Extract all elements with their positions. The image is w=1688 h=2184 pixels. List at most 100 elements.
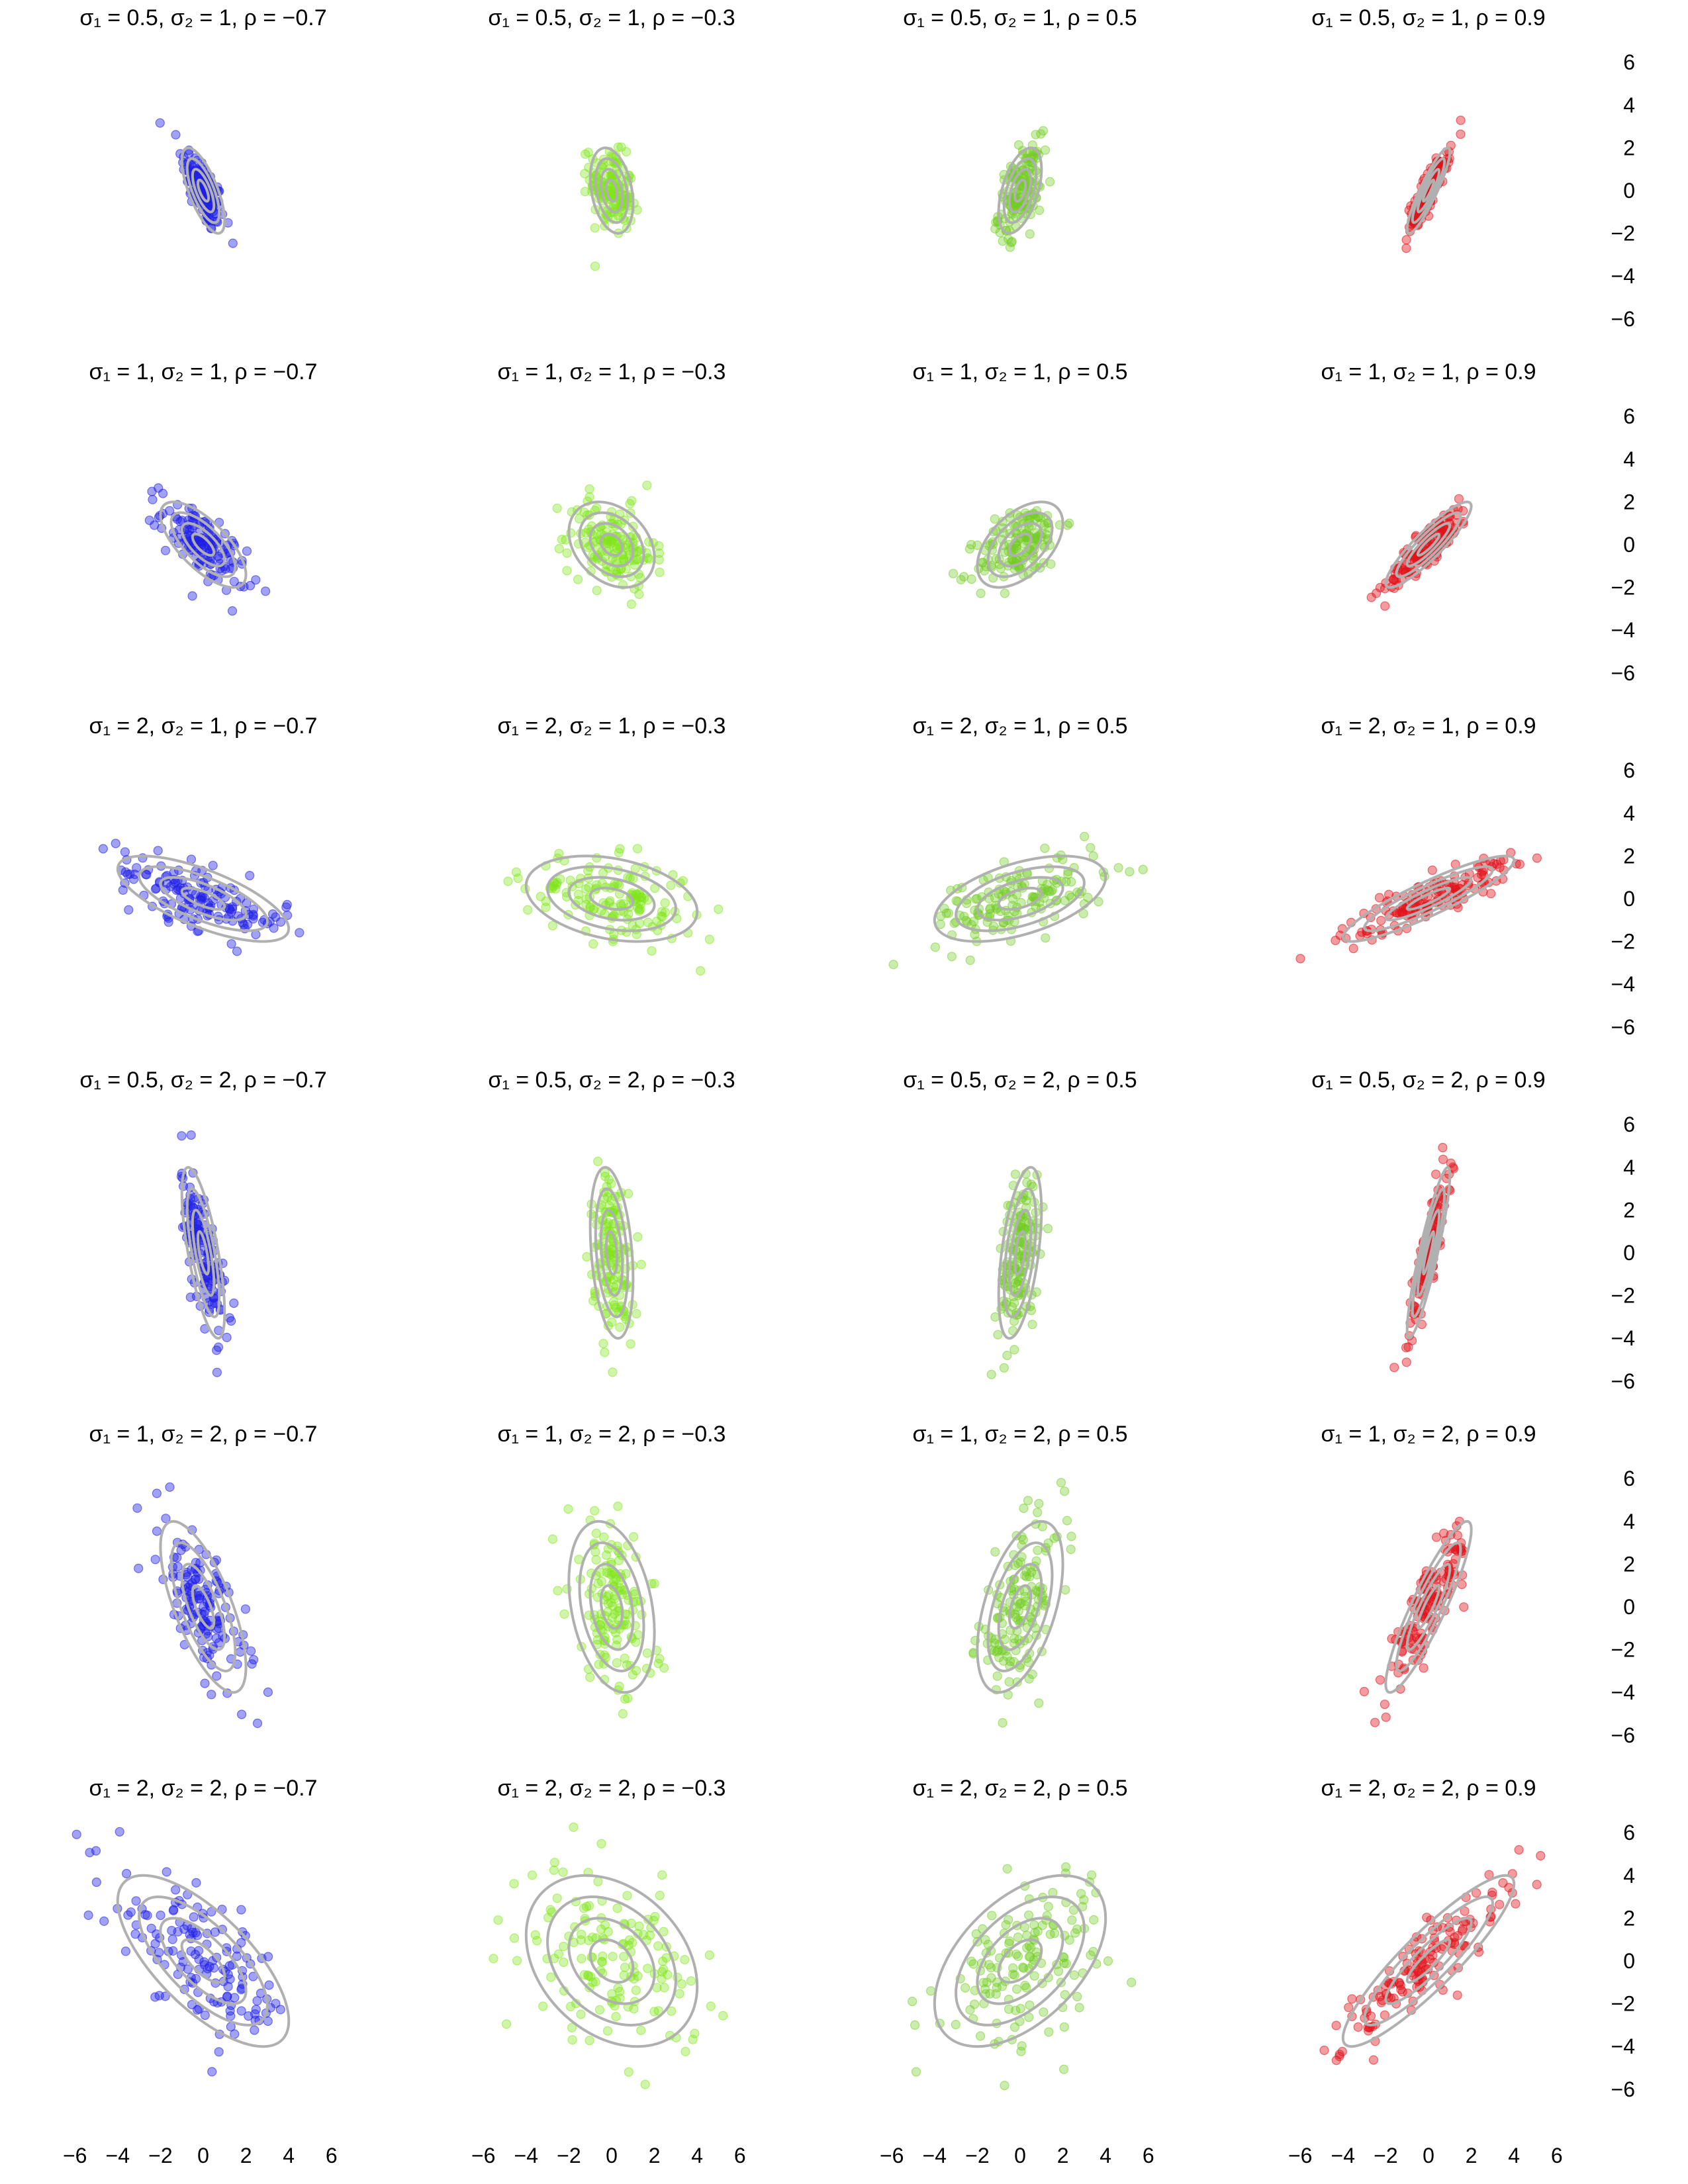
- data-point: [1074, 2003, 1084, 2013]
- data-point: [200, 1678, 210, 1688]
- data-point: [187, 591, 197, 601]
- data-point: [1353, 2022, 1363, 2032]
- data-point: [1011, 1984, 1022, 1994]
- data-point: [98, 844, 108, 854]
- data-point: [226, 939, 236, 949]
- data-point: [1008, 1963, 1018, 1973]
- data-point: [83, 1910, 93, 1920]
- data-point: [576, 2009, 586, 2019]
- x-tick-label: 0: [1423, 2144, 1434, 2167]
- data-point: [1347, 1994, 1357, 2004]
- data-point: [1459, 1602, 1469, 1612]
- data-point: [120, 1946, 130, 1956]
- data-point: [616, 899, 626, 909]
- data-point: [195, 537, 205, 547]
- data-point: [1364, 2026, 1374, 2036]
- data-point: [626, 1339, 635, 1349]
- data-point: [1389, 1363, 1399, 1373]
- data-point: [1419, 1663, 1429, 1673]
- data-point: [986, 1963, 996, 1973]
- data-point: [607, 1317, 617, 1328]
- data-point: [558, 1867, 568, 1877]
- panel-r3-c3: σ₁ = 2, σ₂ = 1, ρ = 0.5: [888, 713, 1148, 970]
- data-point: [610, 1627, 621, 1638]
- data-point: [131, 1896, 141, 1906]
- data-point: [999, 1363, 1009, 1373]
- data-point: [1019, 1570, 1030, 1580]
- data-point: [197, 893, 207, 903]
- y-tick-label: 6: [1623, 1113, 1635, 1136]
- data-point: [1452, 1990, 1462, 2000]
- y-tick-label: −2: [1611, 576, 1635, 600]
- data-point: [1030, 1928, 1040, 1938]
- data-point: [226, 1316, 236, 1326]
- y-tick-label: 0: [1623, 1949, 1635, 1973]
- data-point: [587, 1933, 598, 1942]
- data-point: [582, 1251, 592, 1262]
- data-point: [1066, 1544, 1076, 1555]
- data-point: [162, 1867, 171, 1877]
- data-point: [232, 946, 242, 956]
- x-tick-label: −6: [471, 2144, 495, 2167]
- data-point: [1027, 1320, 1037, 1330]
- data-point: [655, 1890, 665, 1901]
- data-point: [264, 1980, 274, 1990]
- data-point: [1401, 235, 1411, 245]
- data-point: [659, 1983, 669, 1993]
- data-point: [1374, 893, 1384, 903]
- data-point: [1033, 1508, 1043, 1518]
- data-point: [1034, 1498, 1044, 1509]
- data-point: [642, 1648, 652, 1658]
- panel-title: σ₁ = 2, σ₂ = 1, ρ = −0.7: [89, 713, 318, 739]
- x-tick-label: 0: [197, 2144, 209, 2167]
- data-point: [177, 1131, 187, 1141]
- panel-r5-c2: σ₁ = 1, σ₂ = 2, ρ = −0.3: [498, 1422, 726, 1719]
- y-tick-label: −2: [1611, 222, 1635, 246]
- data-point: [986, 1369, 996, 1379]
- x-tick-label: 2: [649, 2144, 661, 2167]
- data-point: [1072, 1924, 1082, 1934]
- data-point: [172, 1553, 182, 1563]
- panel-r4-c1: σ₁ = 0.5, σ₂ = 2, ρ = −0.7: [79, 1068, 327, 1377]
- data-point: [152, 1488, 162, 1498]
- data-point: [1002, 1864, 1012, 1874]
- data-point: [171, 1885, 181, 1895]
- data-point: [552, 1893, 562, 1903]
- data-point: [592, 586, 602, 596]
- data-point: [629, 1532, 639, 1542]
- y-tick-label: 6: [1623, 1467, 1635, 1490]
- data-point: [635, 899, 646, 909]
- panel-r5-c3: σ₁ = 1, σ₂ = 2, ρ = 0.5: [912, 1422, 1128, 1728]
- data-point: [614, 1681, 624, 1692]
- panel-title: σ₁ = 1, σ₂ = 1, ρ = −0.7: [89, 359, 318, 385]
- data-point: [624, 2067, 633, 2077]
- x-tick-label: 2: [240, 2144, 252, 2167]
- data-point: [1456, 115, 1466, 125]
- data-point: [546, 1972, 556, 1982]
- data-point: [956, 574, 966, 584]
- data-point: [71, 1829, 81, 1839]
- data-point: [1061, 1958, 1071, 1969]
- data-point: [493, 1915, 503, 1925]
- data-point: [1019, 1503, 1029, 1514]
- data-point: [150, 1938, 160, 1949]
- data-point: [594, 1659, 604, 1669]
- data-point: [530, 1930, 540, 1940]
- panel-r6-c2: σ₁ = 2, σ₂ = 2, ρ = −0.3: [489, 1776, 728, 2089]
- y-tick-label: −4: [1611, 972, 1635, 996]
- data-point: [527, 1870, 538, 1880]
- y-tick-label: −6: [1611, 2077, 1635, 2101]
- data-point: [592, 503, 602, 513]
- data-point: [503, 876, 513, 886]
- contour-ellipse: [180, 146, 226, 235]
- data-point: [1375, 1675, 1385, 1685]
- data-point: [229, 1298, 239, 1308]
- y-tick-label: 4: [1623, 1156, 1635, 1179]
- data-point: [1043, 1224, 1053, 1234]
- data-point: [1438, 1142, 1448, 1153]
- data-point: [214, 2047, 224, 2057]
- y-tick-label: −4: [1611, 2034, 1635, 2058]
- x-tick-label: 2: [1057, 2144, 1069, 2167]
- data-point: [948, 569, 959, 578]
- data-point: [523, 905, 533, 915]
